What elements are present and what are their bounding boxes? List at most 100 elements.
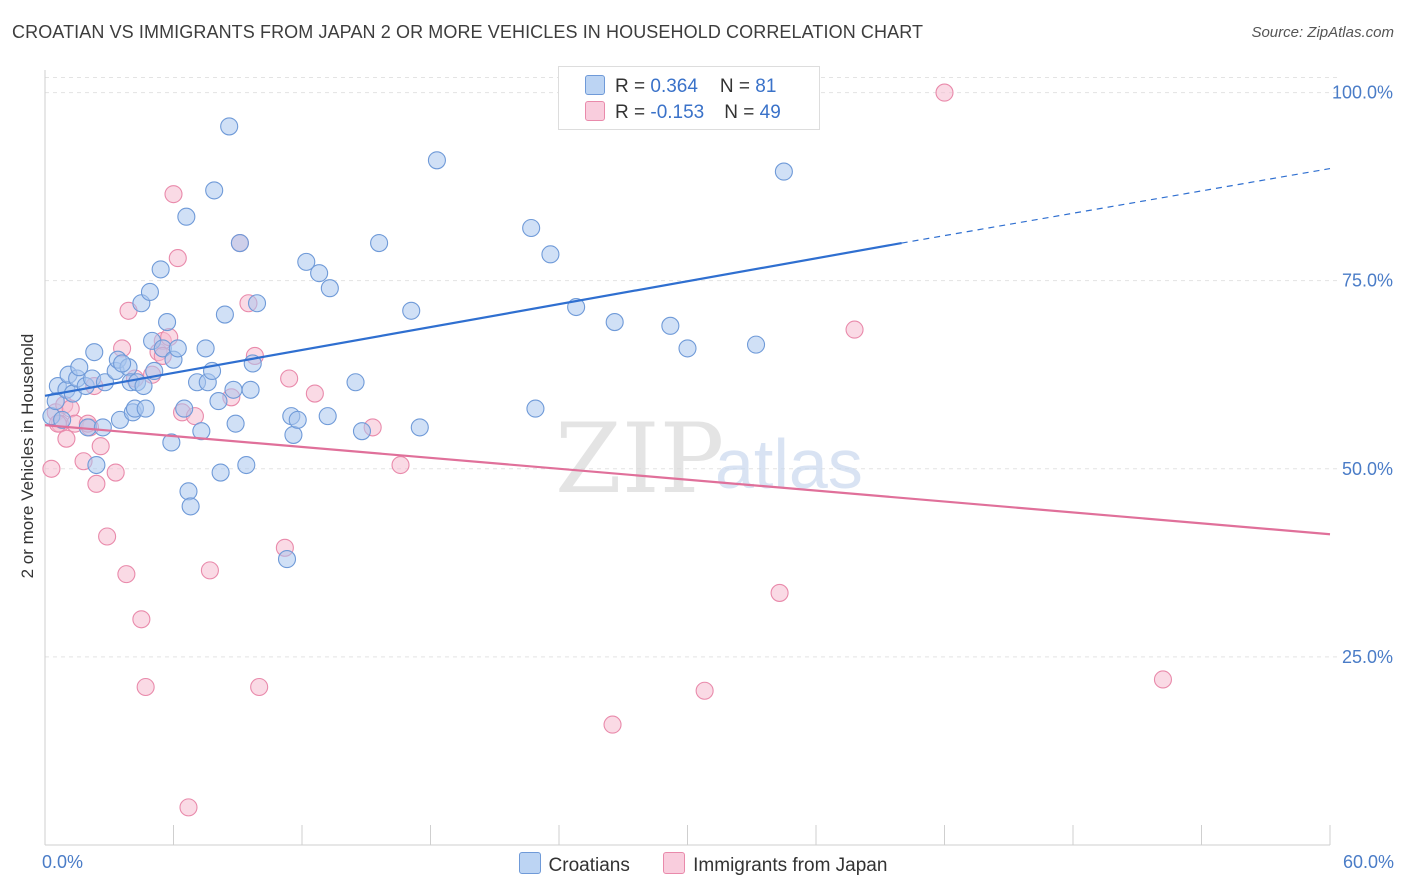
y-tick-labels: 25.0% 50.0% 75.0% 100.0% [1332,83,1393,667]
point-croatian [310,264,329,283]
y-tick-label: 75.0% [1342,271,1393,291]
legend-label: Croatians [548,855,630,876]
point-japan [132,610,151,629]
point-croatian [205,181,224,200]
axes [44,70,1331,846]
point-japan [603,715,622,734]
y-tick-label: 50.0% [1342,459,1393,479]
legend-item-japan: Immigrants from Japan [663,852,887,877]
point-croatian [427,151,446,170]
point-croatian [192,422,211,441]
point-croatian [181,497,200,516]
point-croatian [277,550,297,569]
legend-r-value: -0.153 [650,102,705,123]
point-croatian [410,418,429,437]
point-croatian [211,463,230,482]
point-croatian [237,455,256,475]
point-japan [1153,670,1172,689]
point-croatian [526,399,545,418]
legend-r-value: 0.364 [650,76,698,97]
watermark-atlas: atlas [715,425,863,503]
point-croatian [605,313,624,332]
legend-n-label: N = [724,102,760,123]
point-croatian [93,418,112,437]
point-croatian [220,117,239,136]
point-croatian [162,433,181,452]
x-tick-max: 60.0% [1342,852,1394,872]
point-croatian [53,410,72,429]
legend-n-value: 81 [755,76,777,97]
point-japan [106,463,125,482]
point-croatian [113,354,132,373]
point-croatian [224,380,243,399]
point-japan [42,459,61,478]
point-croatian [318,407,337,426]
point-croatian [247,294,267,313]
legend-r-label: R = [615,102,651,123]
point-croatian [661,316,680,335]
point-croatian [168,339,187,358]
legend-item-croatians: Croatians [518,852,630,877]
point-croatian [522,218,541,238]
point-japan [57,429,76,448]
legend-n-value: 49 [759,102,781,123]
point-japan [250,677,269,697]
point-croatian [158,313,177,332]
point-japan [770,583,789,602]
point-japan [98,527,117,546]
point-japan [305,384,324,403]
legend-swatch-blue [585,75,605,95]
point-croatian [678,339,697,358]
point-croatian [140,282,159,302]
point-croatian [215,305,234,324]
trend-line-croatians [44,241,902,397]
point-croatian [177,207,196,226]
series-legend: Croatians Immigrants from Japan [0,852,1406,877]
point-japan [200,561,219,580]
trend-line-japan [44,424,1331,536]
chart-source: Source: ZipAtlas.com [1251,24,1394,41]
point-japan [695,681,714,700]
legend-swatch-blue [518,852,541,874]
point-croatian [352,422,372,441]
point-japan [164,185,183,204]
point-croatian [346,373,365,392]
legend-swatch-pink [585,101,605,121]
point-croatian [297,252,316,271]
series-croatians [42,117,793,569]
watermark: ZIP atlas [555,403,863,515]
point-croatian [151,260,170,279]
point-croatian [230,234,249,253]
trend-line-croatians-extension [901,167,1331,244]
y-axis-label: 2 or more Vehicles in Household [18,333,37,579]
chart-title: CROATIAN VS IMMIGRANTS FROM JAPAN 2 OR M… [12,22,924,42]
point-croatian [226,414,245,433]
point-japan [87,474,106,493]
legend-n-label: N = [719,76,756,97]
x-tick-min: 0.0% [42,852,84,872]
legend-row-croatians: R = 0.364 N = 81 [585,75,776,99]
point-croatian [87,455,106,475]
trend-lines [44,167,1331,536]
point-croatian [241,380,260,399]
grid-lines [45,77,1338,658]
point-croatian [136,399,155,418]
point-croatian [541,245,560,264]
point-japan [935,83,954,102]
point-japan [179,798,198,817]
point-japan [280,369,299,388]
legend-label: Immigrants from Japan [693,855,888,876]
watermark-zip: ZIP [555,403,724,515]
point-croatian [70,358,89,377]
point-croatian [175,399,194,418]
y-tick-label: 25.0% [1342,647,1393,667]
legend-row-japan: R = -0.153 N = 49 [585,101,781,125]
point-croatian [179,482,198,501]
point-croatian [746,335,766,354]
legend-swatch-pink [663,852,686,874]
stats-legend: R = 0.364 N = 81 R = -0.153 N = 49 [558,66,820,130]
point-croatian [209,392,228,411]
point-japan [117,565,136,584]
point-croatian [402,301,421,320]
point-croatian [288,410,307,429]
